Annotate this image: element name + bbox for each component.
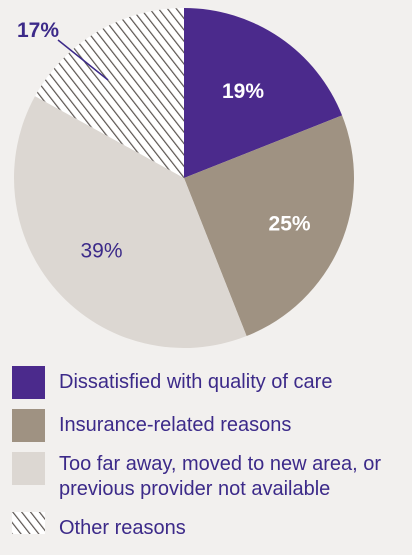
legend-swatch-too-far <box>12 452 45 485</box>
slice-label-dissatisfied: 19% <box>222 80 264 103</box>
pie-slice-dissatisfied <box>184 8 343 178</box>
legend-label-dissatisfied: Dissatisfied with quality of care <box>59 371 333 393</box>
slice-label-insurance: 25% <box>269 213 311 236</box>
leader-line-other: 17% <box>10 10 109 81</box>
legend-swatch-dissatisfied <box>12 366 45 399</box>
legend-item-other: Other reasons <box>12 512 410 545</box>
pie-slice-insurance <box>184 115 355 337</box>
legend-swatch-other <box>12 512 45 545</box>
legend-label-other: Other reasons <box>59 517 186 539</box>
outside-label-background <box>10 10 70 44</box>
legend-item-insurance: Insurance-related reasons <box>12 409 410 442</box>
legend-label-insurance: Insurance-related reasons <box>59 414 292 436</box>
pie-chart: 17% 19% 25% 39% <box>10 8 355 349</box>
legend: Dissatisfied with quality of care Insura… <box>12 366 410 555</box>
leader-line <box>57 39 109 81</box>
slice-label-too-far: 39% <box>80 240 122 263</box>
legend-label-too-far: Too far away, moved to new area, or prev… <box>59 453 382 500</box>
legend-item-too-far: Too far away, moved to new area, or prev… <box>12 452 410 502</box>
legend-item-dissatisfied: Dissatisfied with quality of care <box>12 366 410 399</box>
legend-swatch-insurance <box>12 409 45 442</box>
pie-slice-too-far <box>13 96 247 349</box>
slice-label-other: 17% <box>17 19 59 42</box>
